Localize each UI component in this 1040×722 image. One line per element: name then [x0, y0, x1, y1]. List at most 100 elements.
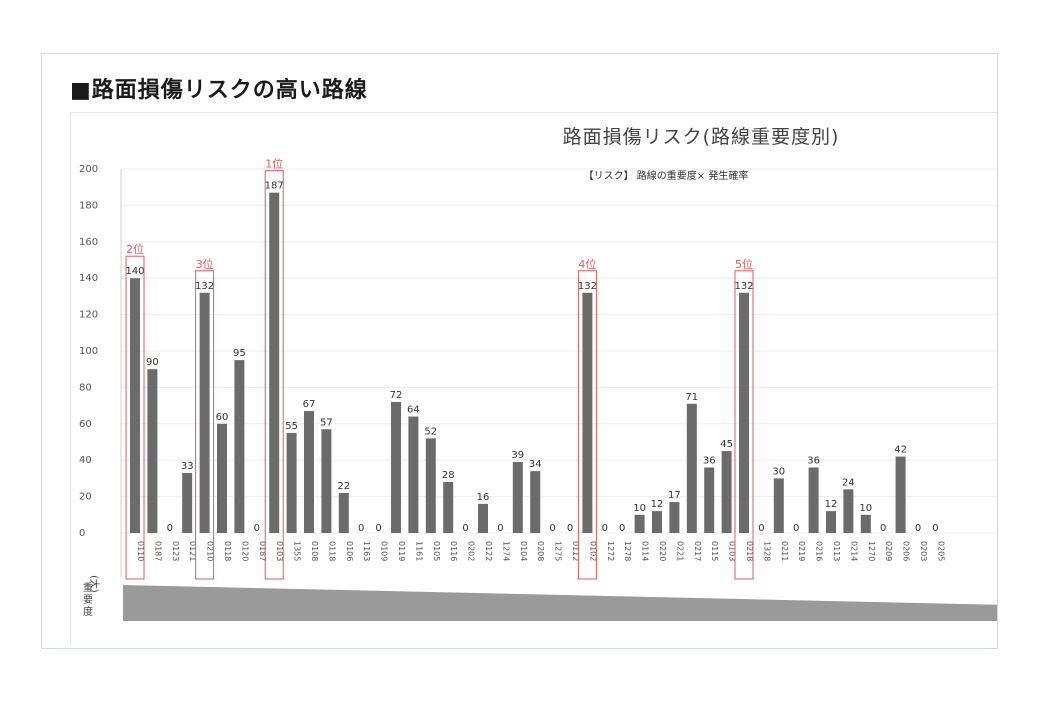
x-tick-label: 0118: [223, 541, 232, 561]
bar: [269, 192, 280, 533]
data-label: 132: [195, 281, 214, 292]
data-label: 60: [216, 412, 229, 423]
data-label: 12: [651, 499, 664, 510]
bars: [130, 192, 906, 533]
data-label: 0: [793, 523, 799, 534]
x-tick-label: 0208: [536, 541, 545, 561]
x-tick-label: 0109: [380, 541, 389, 561]
importance-axis-label: (大): [88, 575, 101, 593]
bar: [286, 432, 297, 533]
x-tick-label: 0123: [171, 541, 180, 561]
data-label: 12: [825, 499, 838, 510]
x-tick-label: 0219: [797, 541, 806, 561]
data-label: 0: [358, 523, 364, 534]
bar: [669, 502, 680, 533]
rank-label: 4位: [578, 257, 596, 271]
data-label: 33: [181, 461, 194, 472]
x-tick-label: 0121: [188, 541, 197, 561]
data-label: 95: [233, 348, 246, 359]
bar: [199, 292, 210, 533]
bar: [808, 467, 819, 533]
data-label: 0: [375, 523, 381, 534]
data-label: 140: [125, 266, 144, 277]
bar: [686, 403, 697, 533]
importance-axis-label: 重: [83, 581, 93, 594]
gridlines: [121, 168, 997, 534]
x-tick-label: 1328: [762, 541, 771, 561]
bar: [234, 360, 245, 533]
y-tick-label: 60: [79, 419, 92, 430]
x-tick-label: 0114: [641, 541, 650, 561]
data-label: 39: [511, 450, 524, 461]
importance-axis-label: 度: [83, 605, 93, 618]
highlights: 2位 3位 1位 4位 5位: [125, 157, 754, 580]
x-tick-label: 0108: [310, 541, 319, 561]
x-tick-label: 1274: [501, 541, 510, 561]
x-tick-label: 0216: [815, 541, 824, 561]
bar: [391, 401, 401, 533]
x-tick-label: 1163: [362, 541, 371, 561]
bar: [217, 423, 227, 533]
data-label: 132: [578, 281, 597, 292]
x-tick-label: 0122: [484, 541, 493, 561]
data-label: 67: [303, 399, 316, 410]
bar: [530, 471, 541, 533]
bar: [704, 467, 715, 533]
x-tick-label: 1270: [867, 541, 876, 561]
data-label: 0: [932, 523, 938, 534]
x-tick-label: 0103: [728, 541, 737, 561]
y-tick-label: 180: [79, 200, 98, 211]
bar: [721, 451, 732, 533]
x-tick-label: 0113: [832, 541, 841, 561]
highlight-box: [734, 270, 754, 580]
x-tick-label: 1275: [554, 541, 563, 561]
data-label: 0: [497, 523, 503, 534]
bar: [478, 503, 488, 533]
x-tick-label: 0110: [136, 541, 145, 561]
bar: [408, 416, 419, 533]
data-label: 72: [390, 390, 403, 401]
bar: [773, 478, 784, 533]
y-tick-label: 80: [79, 382, 92, 393]
bar: [634, 514, 645, 533]
highlight-box: [195, 270, 215, 580]
bar: [739, 292, 749, 533]
x-tick-label: 0106: [345, 541, 354, 561]
data-label: 0: [602, 523, 608, 534]
x-tick-label: 0120: [240, 541, 249, 561]
x-tick-label: 0209: [884, 541, 893, 561]
data-label: 17: [668, 490, 681, 501]
chart-title: 路面損傷リスク(路線重要度別): [563, 126, 840, 148]
highlight-box: [125, 255, 145, 580]
bar: [130, 278, 140, 533]
data-label: 0: [167, 523, 173, 534]
x-tick-label: 0220: [658, 541, 667, 561]
bar: [304, 411, 314, 533]
importance-wedge: 重要度 (大): [83, 575, 997, 621]
x-tick-label: 1278: [623, 541, 632, 561]
data-label: 0: [549, 523, 555, 534]
y-axis: 0 20 40 60 80 100 120 140 160 180 200: [79, 164, 122, 577]
data-label: 187: [265, 181, 284, 192]
x-tick-label: 0214: [849, 541, 858, 561]
data-label: 0: [915, 523, 921, 534]
bar: [512, 462, 523, 533]
x-tick-label: 0103: [275, 541, 284, 561]
y-tick-label: 140: [79, 273, 98, 284]
data-label: 90: [146, 357, 159, 368]
x-tick-label: 1161: [414, 541, 423, 561]
data-label: 0: [462, 523, 468, 534]
chart-frame: ■路面損傷リスクの高い路線 路面損傷リスク(路線重要度別) 【リスク】 路線の重…: [41, 53, 998, 649]
highlight-box: [264, 170, 284, 580]
data-label: 0: [619, 523, 625, 534]
data-label: 64: [407, 405, 420, 416]
data-label: 57: [320, 417, 333, 428]
page-heading: ■路面損傷リスクの高い路線: [70, 78, 368, 103]
chart-subtitle: 【リスク】 路線の重要度× 発生確率: [584, 169, 749, 182]
x-tick-label: 0102: [588, 541, 597, 561]
x-tick-label: 0217: [693, 541, 702, 561]
x-tick-label: 0221: [675, 541, 684, 561]
data-label: 0: [567, 523, 573, 534]
bar: [582, 292, 593, 533]
rank-label: 5位: [735, 257, 753, 271]
